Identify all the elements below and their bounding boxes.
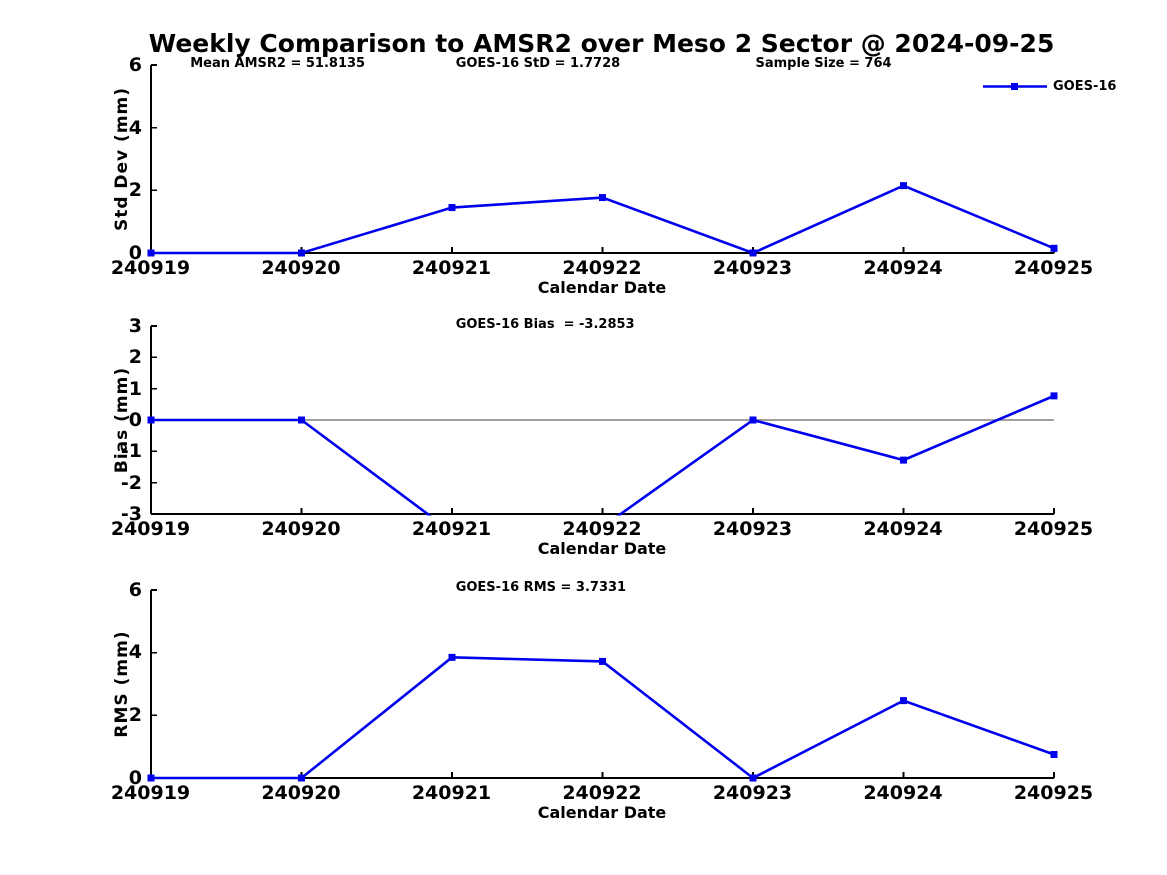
plot-canvas-bias bbox=[147, 325, 1057, 516]
legend-marker-icon bbox=[1011, 83, 1018, 90]
annotation: GOES-16 Bias = -3.2853 bbox=[455, 316, 635, 332]
legend: GOES-16 bbox=[983, 79, 1116, 94]
x-tick-label: 240923 bbox=[712, 781, 793, 804]
y-tick-label: 2 bbox=[128, 179, 142, 202]
data-point-marker bbox=[448, 204, 455, 212]
x-tick-label: 240925 bbox=[1013, 518, 1094, 540]
x-tick-label: 240924 bbox=[863, 257, 943, 279]
x-tick-label: 240925 bbox=[1013, 781, 1094, 804]
data-point-marker bbox=[297, 249, 305, 257]
x-tick-label: 240923 bbox=[712, 518, 793, 540]
annotation: Sample Size = 764 bbox=[755, 55, 892, 71]
data-point-marker bbox=[749, 774, 756, 781]
data-point-marker bbox=[147, 416, 154, 424]
data-point-marker bbox=[147, 774, 154, 781]
x-tick-label: 240922 bbox=[562, 781, 642, 804]
x-tick-label: 240920 bbox=[261, 518, 341, 540]
x-tick-label: 240925 bbox=[1013, 257, 1094, 279]
annotation: GOES-16 RMS = 3.7331 bbox=[455, 580, 627, 595]
x-axis-label-bias: Calendar Date bbox=[537, 539, 667, 558]
y-tick-label: 6 bbox=[128, 54, 142, 76]
x-tick-label: 240921 bbox=[411, 257, 492, 279]
data-point-marker bbox=[899, 182, 907, 190]
annotation: GOES-16 StD = 1.7728 bbox=[455, 55, 621, 71]
data-point-marker bbox=[448, 653, 455, 661]
x-tick-label: 240922 bbox=[562, 257, 642, 279]
x-tick-label: 240924 bbox=[863, 518, 943, 540]
chart-title: Weekly Comparison to AMSR2 over Meso 2 S… bbox=[148, 29, 1055, 58]
data-point-marker bbox=[1050, 392, 1057, 400]
tick-marks-std-dev bbox=[149, 64, 1055, 254]
axes-std-dev bbox=[149, 65, 1054, 254]
x-tick-label: 240923 bbox=[712, 257, 793, 279]
data-point-marker bbox=[1050, 244, 1057, 252]
data-point-marker bbox=[598, 194, 606, 202]
tick-marks-rms bbox=[149, 588, 1055, 779]
data-point-marker bbox=[297, 774, 305, 781]
y-axis-label-bias: Bias (mm) bbox=[112, 366, 132, 474]
legend-line-sample bbox=[983, 83, 1047, 90]
data-point-marker bbox=[749, 416, 756, 424]
data-point-marker bbox=[899, 456, 907, 464]
x-tick-label: 240919 bbox=[110, 781, 191, 804]
y-tick-label: -2 bbox=[120, 471, 142, 494]
y-tick-label: 3 bbox=[128, 315, 142, 337]
y-axis-label-std-dev: Std Dev (mm) bbox=[112, 86, 132, 232]
plot-canvas-std-dev bbox=[147, 64, 1057, 257]
y-tick-label: 2 bbox=[128, 346, 142, 369]
x-tick-label: 240920 bbox=[261, 257, 341, 279]
plot-canvas-rms bbox=[147, 588, 1057, 781]
x-axis-label-rms: Calendar Date bbox=[537, 802, 667, 822]
x-tick-label: 240920 bbox=[261, 781, 341, 804]
data-point-marker bbox=[147, 249, 154, 257]
x-tick-label: 240919 bbox=[110, 518, 191, 540]
x-tick-label: 240921 bbox=[411, 781, 492, 804]
x-tick-label: 240919 bbox=[110, 257, 191, 279]
y-tick-label: 4 bbox=[128, 641, 142, 664]
data-point-marker bbox=[749, 249, 756, 257]
y-tick-label: 1 bbox=[128, 377, 142, 400]
y-tick-label: 4 bbox=[128, 116, 142, 139]
y-tick-label: 0 bbox=[128, 766, 142, 789]
data-point-marker bbox=[899, 696, 907, 704]
series-line-goes-16 bbox=[150, 655, 1054, 779]
x-axis-label-std-dev: Calendar Date bbox=[537, 278, 667, 297]
x-tick-label: 240924 bbox=[863, 781, 943, 804]
legend-label: GOES-16 bbox=[1053, 79, 1117, 94]
y-tick-label: 2 bbox=[128, 703, 142, 726]
data-point-marker bbox=[598, 657, 606, 665]
y-tick-label: -3 bbox=[120, 503, 142, 525]
y-tick-label: 0 bbox=[128, 409, 142, 431]
data-point-marker bbox=[1050, 750, 1057, 758]
x-tick-label: 240921 bbox=[411, 518, 492, 540]
y-tick-label: 6 bbox=[128, 578, 142, 601]
data-point-marker bbox=[297, 416, 305, 424]
x-tick-label: 240922 bbox=[562, 518, 642, 540]
axes-rms bbox=[149, 589, 1054, 779]
y-tick-label: 0 bbox=[128, 242, 142, 264]
annotation: Mean AMSR2 = 51.8135 bbox=[190, 55, 366, 71]
y-axis-label-rms: RMS (mm) bbox=[112, 629, 132, 738]
y-tick-label: -1 bbox=[120, 440, 142, 463]
